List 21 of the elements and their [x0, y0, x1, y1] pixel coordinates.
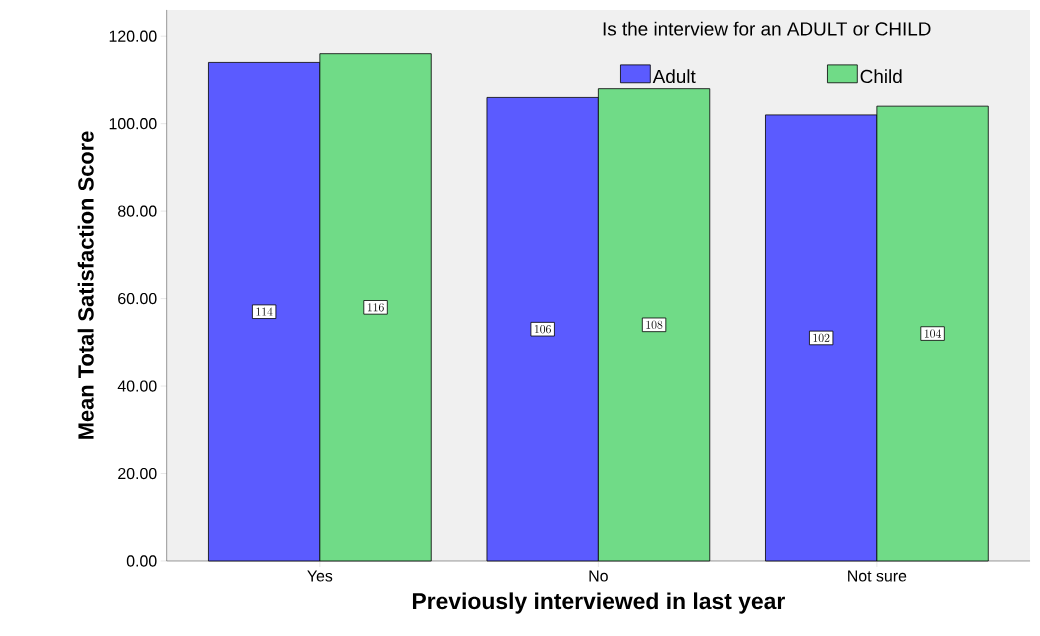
x-tick-label: Not sure: [848, 570, 907, 582]
y-tick-label: 0.00: [126, 555, 157, 567]
y-axis-title: Mean Total Satisfaction Score: [77, 131, 94, 440]
x-tick-label: Yes: [307, 570, 333, 582]
y-tick-label: 100.00: [109, 118, 157, 130]
data-label: 104: [924, 329, 941, 338]
y-tick-label: 40.00: [117, 380, 157, 392]
legend-title: Is the interview for an ADULT or CHILD: [603, 21, 931, 36]
y-tick-label: 20.00: [118, 468, 157, 480]
y-tick-label: 80.00: [118, 205, 157, 217]
data-label: 102: [813, 334, 830, 343]
data-label: 108: [646, 320, 663, 330]
x-axis-title: Previously interviewed in last year: [412, 592, 785, 614]
legend-label: Adult: [652, 69, 696, 84]
data-label: 106: [534, 325, 551, 334]
x-tick-label: No: [589, 570, 608, 582]
data-label: 114: [256, 307, 273, 316]
y-tick-label: 120.00: [109, 30, 157, 43]
y-tick-label: 60.00: [118, 293, 157, 305]
legend-label: Child: [860, 69, 902, 84]
data-label: 116: [367, 303, 384, 312]
